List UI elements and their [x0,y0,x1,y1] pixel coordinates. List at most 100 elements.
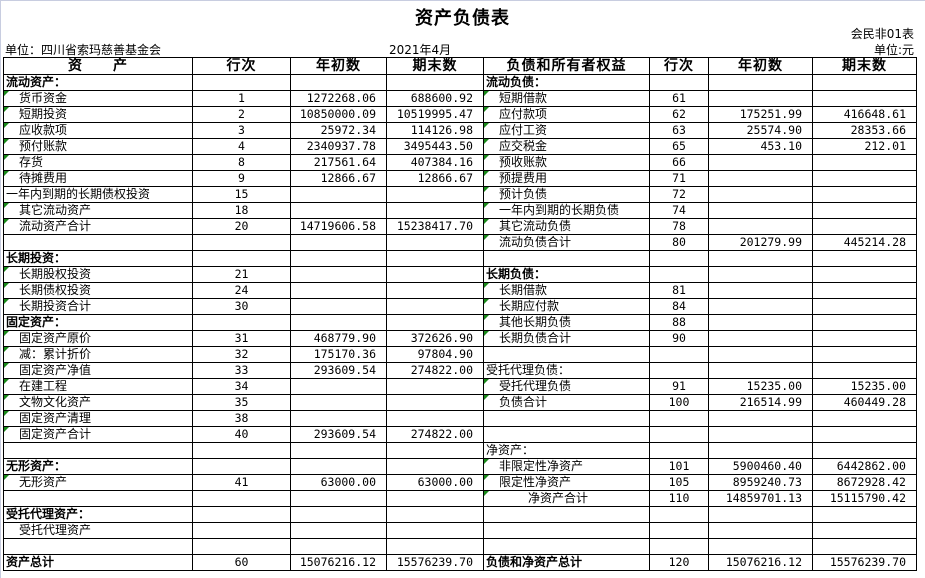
asset-begin-cell[interactable] [290,394,387,411]
liability-line-cell[interactable]: 71 [649,170,709,187]
asset-begin-cell[interactable] [290,266,387,283]
asset-name-cell[interactable] [3,538,193,555]
asset-name-cell[interactable]: 无形资产： [3,458,193,475]
liability-end-cell[interactable] [812,522,917,539]
liability-end-cell[interactable] [812,410,917,427]
liability-line-cell[interactable]: 90 [649,330,709,347]
asset-begin-cell[interactable]: 468779.90 [290,330,387,347]
asset-begin-cell[interactable] [290,298,387,315]
liability-end-cell[interactable] [812,218,917,235]
asset-name-cell[interactable]: 长期股权投资 [3,266,193,283]
liability-begin-cell[interactable] [708,330,813,347]
asset-line-cell[interactable]: 31 [192,330,291,347]
asset-line-cell[interactable]: 30 [192,298,291,315]
asset-line-cell[interactable]: 8 [192,154,291,171]
asset-name-cell[interactable] [3,490,193,507]
header-liabilities[interactable]: 负债和所有者权益 [483,57,650,75]
liability-end-cell[interactable]: 15235.00 [812,378,917,395]
liability-name-cell[interactable]: 应付工资 [483,122,650,139]
asset-begin-cell[interactable] [290,186,387,203]
asset-line-cell[interactable]: 34 [192,378,291,395]
liability-end-cell[interactable]: 460449.28 [812,394,917,411]
liability-begin-cell[interactable]: 201279.99 [708,234,813,251]
liability-line-cell[interactable]: 74 [649,202,709,219]
liability-line-cell[interactable]: 80 [649,234,709,251]
asset-name-cell[interactable]: 长期投资合计 [3,298,193,315]
liability-line-cell[interactable]: 84 [649,298,709,315]
liability-end-cell[interactable]: 8672928.42 [812,474,917,491]
liability-begin-cell[interactable]: 175251.99 [708,106,813,123]
asset-end-cell[interactable] [386,506,484,523]
asset-name-cell[interactable]: 减：累计折价 [3,346,193,363]
asset-name-cell[interactable]: 预付账款 [3,138,193,155]
liability-end-cell[interactable] [812,250,917,267]
asset-begin-cell[interactable]: 10850000.09 [290,106,387,123]
header-assets[interactable]: 资 产 [3,57,193,75]
liability-line-cell[interactable] [649,506,709,523]
liability-begin-cell[interactable] [708,218,813,235]
liability-name-cell[interactable] [483,426,650,443]
asset-begin-cell[interactable] [290,202,387,219]
asset-begin-cell[interactable] [290,442,387,459]
liability-begin-cell[interactable] [708,90,813,107]
asset-begin-cell[interactable]: 14719606.58 [290,218,387,235]
asset-line-cell[interactable]: 18 [192,202,291,219]
asset-name-cell[interactable]: 在建工程 [3,378,193,395]
liability-end-cell[interactable] [812,74,917,91]
liability-name-cell[interactable]: 长期借款 [483,282,650,299]
asset-end-cell[interactable] [386,282,484,299]
asset-begin-cell[interactable]: 12866.67 [290,170,387,187]
liability-name-cell[interactable]: 一年内到期的长期负债 [483,202,650,219]
asset-line-cell[interactable] [192,234,291,251]
asset-line-cell[interactable]: 60 [192,554,291,571]
liability-line-cell[interactable]: 63 [649,122,709,139]
asset-begin-cell[interactable]: 63000.00 [290,474,387,491]
liability-name-cell[interactable]: 净资产合计 [483,490,650,507]
header-line[interactable]: 行次 [192,57,291,75]
asset-end-cell[interactable] [386,314,484,331]
header-end2[interactable]: 期末数 [812,57,917,75]
asset-name-cell[interactable] [3,234,193,251]
asset-begin-cell[interactable] [290,250,387,267]
liability-name-cell[interactable]: 流动负债： [483,74,650,91]
asset-name-cell[interactable]: 货币资金 [3,90,193,107]
asset-begin-cell[interactable]: 175170.36 [290,346,387,363]
asset-begin-cell[interactable]: 1272268.06 [290,90,387,107]
asset-line-cell[interactable]: 41 [192,474,291,491]
asset-name-cell[interactable]: 文物文化资产 [3,394,193,411]
liability-name-cell[interactable] [483,410,650,427]
asset-line-cell[interactable]: 1 [192,90,291,107]
asset-line-cell[interactable]: 32 [192,346,291,363]
asset-end-cell[interactable] [386,490,484,507]
liability-name-cell[interactable]: 长期负债合计 [483,330,650,347]
liability-end-cell[interactable]: 416648.61 [812,106,917,123]
asset-begin-cell[interactable] [290,538,387,555]
asset-name-cell[interactable]: 固定资产： [3,314,193,331]
liability-line-cell[interactable] [649,362,709,379]
liability-name-cell[interactable]: 预提费用 [483,170,650,187]
liability-end-cell[interactable] [812,442,917,459]
asset-end-cell[interactable] [386,378,484,395]
liability-end-cell[interactable]: 212.01 [812,138,917,155]
liability-line-cell[interactable]: 105 [649,474,709,491]
asset-name-cell[interactable]: 应收款项 [3,122,193,139]
asset-line-cell[interactable]: 40 [192,426,291,443]
liability-line-cell[interactable]: 66 [649,154,709,171]
liability-line-cell[interactable] [649,266,709,283]
asset-end-cell[interactable]: 3495443.50 [386,138,484,155]
liability-begin-cell[interactable]: 15076216.12 [708,554,813,571]
liability-begin-cell[interactable] [708,410,813,427]
asset-line-cell[interactable]: 21 [192,266,291,283]
asset-line-cell[interactable]: 4 [192,138,291,155]
liability-line-cell[interactable] [649,538,709,555]
liability-end-cell[interactable] [812,330,917,347]
asset-line-cell[interactable] [192,506,291,523]
asset-name-cell[interactable]: 流动资产： [3,74,193,91]
asset-name-cell[interactable] [3,442,193,459]
liability-end-cell[interactable] [812,346,917,363]
liability-begin-cell[interactable] [708,442,813,459]
liability-begin-cell[interactable]: 5900460.40 [708,458,813,475]
liability-end-cell[interactable] [812,282,917,299]
asset-name-cell[interactable]: 受托代理资产： [3,506,193,523]
liability-name-cell[interactable]: 净资产： [483,442,650,459]
